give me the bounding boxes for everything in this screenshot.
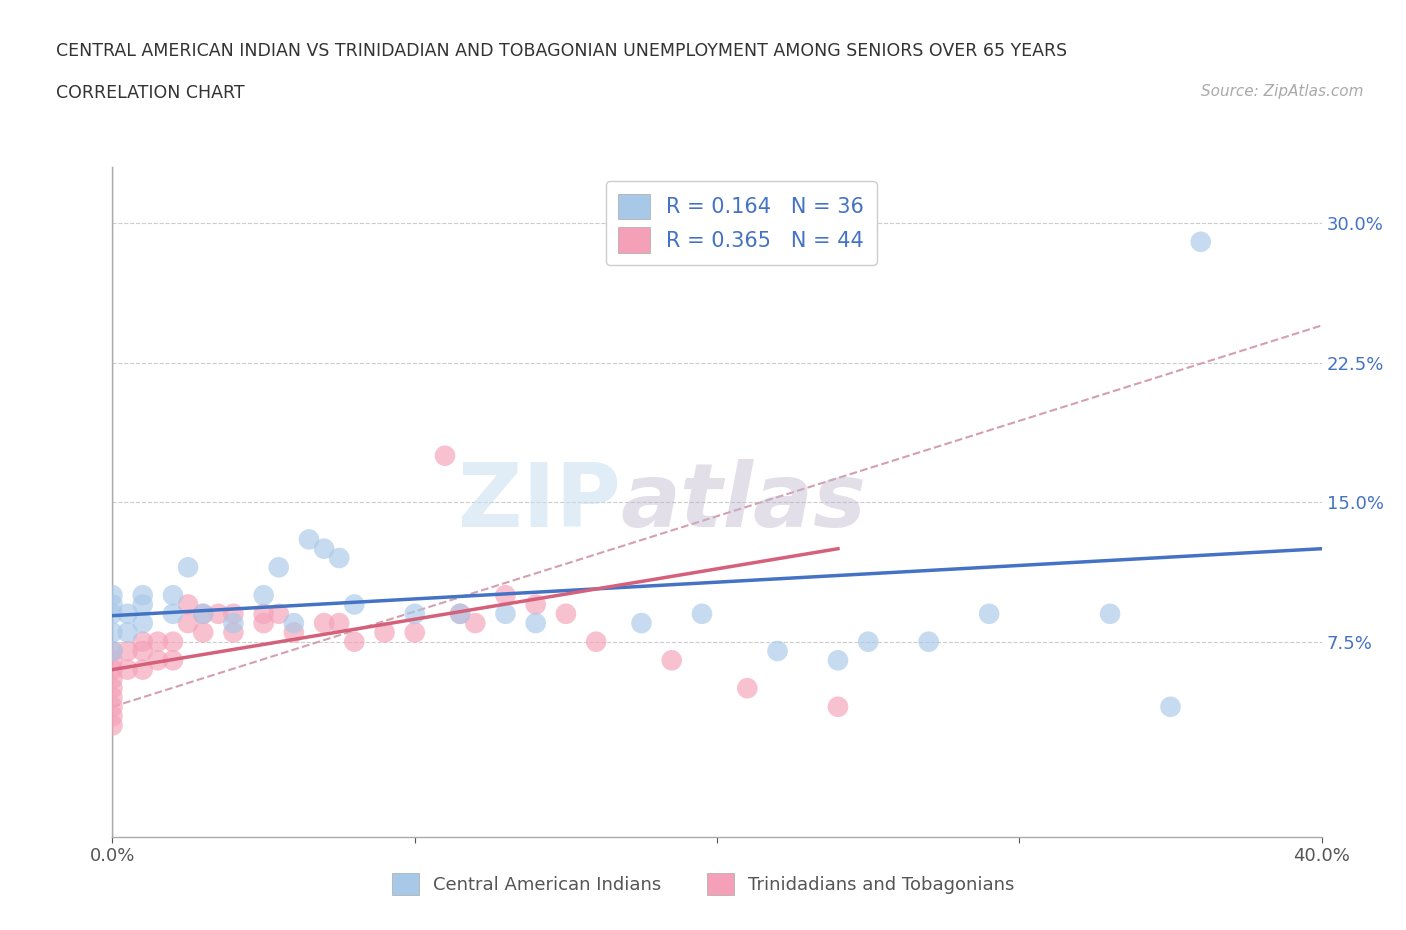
Legend: Central American Indians, Trinidadians and Tobagonians: Central American Indians, Trinidadians a… bbox=[384, 866, 1022, 902]
Text: CENTRAL AMERICAN INDIAN VS TRINIDADIAN AND TOBAGONIAN UNEMPLOYMENT AMONG SENIORS: CENTRAL AMERICAN INDIAN VS TRINIDADIAN A… bbox=[56, 42, 1067, 60]
Point bbox=[464, 616, 486, 631]
Point bbox=[177, 616, 200, 631]
Point bbox=[101, 681, 124, 696]
Point bbox=[630, 616, 652, 631]
Point bbox=[101, 699, 124, 714]
Point bbox=[101, 709, 124, 724]
Point bbox=[117, 625, 139, 640]
Point bbox=[177, 597, 200, 612]
Point bbox=[222, 616, 245, 631]
Point bbox=[101, 690, 124, 705]
Point bbox=[191, 606, 214, 621]
Point bbox=[132, 634, 155, 649]
Point bbox=[101, 625, 124, 640]
Point bbox=[267, 560, 290, 575]
Point bbox=[253, 606, 276, 621]
Point bbox=[207, 606, 229, 621]
Text: ZIP: ZIP bbox=[457, 458, 620, 546]
Point bbox=[856, 634, 880, 649]
Point bbox=[162, 634, 184, 649]
Point bbox=[132, 644, 155, 658]
Text: CORRELATION CHART: CORRELATION CHART bbox=[56, 84, 245, 101]
Point bbox=[101, 606, 124, 621]
Point bbox=[766, 644, 789, 658]
Point bbox=[162, 588, 184, 603]
Point bbox=[1189, 234, 1212, 249]
Point bbox=[117, 606, 139, 621]
Point bbox=[495, 588, 517, 603]
Point bbox=[146, 634, 169, 649]
Point bbox=[585, 634, 607, 649]
Point bbox=[314, 616, 336, 631]
Point bbox=[827, 699, 849, 714]
Point bbox=[267, 606, 290, 621]
Point bbox=[404, 625, 426, 640]
Point bbox=[374, 625, 396, 640]
Point bbox=[298, 532, 321, 547]
Point bbox=[101, 588, 124, 603]
Point bbox=[253, 616, 276, 631]
Point bbox=[737, 681, 759, 696]
Point bbox=[101, 662, 124, 677]
Point bbox=[177, 560, 200, 575]
Point bbox=[314, 541, 336, 556]
Point bbox=[343, 597, 366, 612]
Point bbox=[117, 644, 139, 658]
Point bbox=[162, 653, 184, 668]
Point bbox=[101, 718, 124, 733]
Point bbox=[146, 653, 169, 668]
Point bbox=[191, 625, 214, 640]
Point bbox=[222, 606, 245, 621]
Point bbox=[343, 634, 366, 649]
Point bbox=[101, 671, 124, 686]
Point bbox=[918, 634, 941, 649]
Point bbox=[524, 597, 547, 612]
Point bbox=[101, 597, 124, 612]
Point bbox=[495, 606, 517, 621]
Point bbox=[449, 606, 471, 621]
Point bbox=[283, 625, 305, 640]
Point bbox=[222, 625, 245, 640]
Point bbox=[101, 653, 124, 668]
Point bbox=[554, 606, 576, 621]
Point bbox=[101, 644, 124, 658]
Point bbox=[977, 606, 1000, 621]
Point bbox=[404, 606, 426, 621]
Point bbox=[162, 606, 184, 621]
Point bbox=[433, 448, 456, 463]
Text: atlas: atlas bbox=[620, 458, 866, 546]
Point bbox=[827, 653, 849, 668]
Point bbox=[253, 588, 276, 603]
Legend: R = 0.164   N = 36, R = 0.365   N = 44: R = 0.164 N = 36, R = 0.365 N = 44 bbox=[606, 181, 876, 265]
Point bbox=[117, 662, 139, 677]
Point bbox=[1159, 699, 1181, 714]
Text: Source: ZipAtlas.com: Source: ZipAtlas.com bbox=[1201, 84, 1364, 99]
Point bbox=[132, 616, 155, 631]
Point bbox=[132, 662, 155, 677]
Point bbox=[283, 616, 305, 631]
Point bbox=[524, 616, 547, 631]
Point bbox=[132, 597, 155, 612]
Point bbox=[449, 606, 471, 621]
Point bbox=[661, 653, 683, 668]
Point bbox=[328, 551, 350, 565]
Point bbox=[132, 588, 155, 603]
Point bbox=[690, 606, 713, 621]
Point bbox=[1098, 606, 1121, 621]
Point bbox=[191, 606, 214, 621]
Point bbox=[328, 616, 350, 631]
Point bbox=[101, 644, 124, 658]
